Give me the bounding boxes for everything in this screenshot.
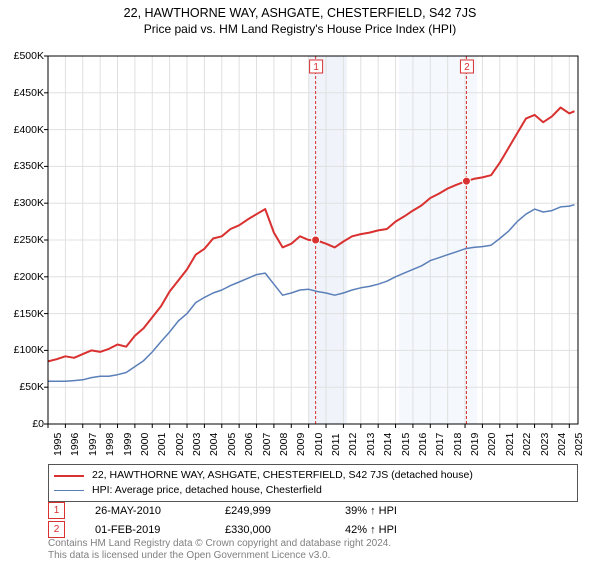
xtick-label: 2004 — [208, 433, 220, 456]
xtick-label: 1996 — [69, 433, 81, 456]
ytick-label: £200K — [0, 271, 44, 283]
xtick-label: 2024 — [556, 433, 568, 456]
xtick-label: 2010 — [313, 433, 325, 456]
ytick-label: £450K — [0, 87, 44, 99]
sale-number: 2 — [54, 524, 60, 535]
xtick-label: 2003 — [191, 433, 203, 456]
legend-item-property: 22, HAWTHORNE WAY, ASHGATE, CHESTERFIELD… — [54, 468, 572, 483]
xtick-label: 2023 — [539, 433, 551, 456]
legend-label: HPI: Average price, detached house, Ches… — [92, 483, 322, 498]
sale-badge: 2 — [48, 521, 65, 538]
xtick-label: 2005 — [226, 433, 238, 456]
xtick-label: 2002 — [174, 433, 186, 456]
xtick-label: 2008 — [278, 433, 290, 456]
xtick-label: 2017 — [434, 433, 446, 456]
xtick-label: 2006 — [243, 433, 255, 456]
xtick-label: 2007 — [261, 433, 273, 456]
footer: Contains HM Land Registry data © Crown c… — [48, 538, 391, 562]
xtick-label: 1995 — [52, 433, 64, 456]
xtick-label: 1998 — [104, 433, 116, 456]
ytick-label: £500K — [0, 50, 44, 62]
sale-row-1: 1 26-MAY-2010 £249,999 39% ↑ HPI — [48, 502, 578, 519]
xtick-label: 1997 — [87, 433, 99, 456]
sale-price: £330,000 — [225, 524, 345, 536]
svg-text:1: 1 — [313, 62, 319, 73]
xtick-label: 2009 — [295, 433, 307, 456]
svg-text:2: 2 — [464, 62, 470, 73]
xtick-label: 2018 — [452, 433, 464, 456]
ytick-label: £400K — [0, 124, 44, 136]
sale-row-2: 2 01-FEB-2019 £330,000 42% ↑ HPI — [48, 521, 578, 538]
legend-swatch — [54, 490, 84, 491]
xtick-label: 2013 — [365, 433, 377, 456]
sale-hpi: 39% ↑ HPI — [345, 505, 578, 517]
xtick-label: 2012 — [347, 433, 359, 456]
xtick-label: 2011 — [330, 433, 342, 456]
legend-label: 22, HAWTHORNE WAY, ASHGATE, CHESTERFIELD… — [92, 468, 473, 483]
sale-badge: 1 — [48, 502, 65, 519]
sale-number: 1 — [54, 505, 60, 516]
chart-container: 22, HAWTHORNE WAY, ASHGATE, CHESTERFIELD… — [0, 6, 600, 566]
sale-date: 26-MAY-2010 — [95, 505, 225, 517]
footer-line: This data is licensed under the Open Gov… — [48, 550, 391, 562]
footer-line: Contains HM Land Registry data © Crown c… — [48, 538, 391, 550]
xtick-label: 1999 — [122, 433, 134, 456]
sale-price: £249,999 — [225, 505, 345, 517]
line-chart: 12 — [0, 6, 600, 436]
ytick-label: £250K — [0, 234, 44, 246]
ytick-label: £300K — [0, 197, 44, 209]
ytick-label: £350K — [0, 160, 44, 172]
xtick-label: 2020 — [486, 433, 498, 456]
legend: 22, HAWTHORNE WAY, ASHGATE, CHESTERFIELD… — [48, 464, 578, 502]
sale-hpi: 42% ↑ HPI — [345, 524, 578, 536]
xtick-label: 2000 — [139, 433, 151, 456]
legend-swatch — [54, 475, 84, 477]
xtick-label: 2019 — [469, 433, 481, 456]
xtick-label: 2025 — [573, 433, 585, 456]
ytick-label: £150K — [0, 308, 44, 320]
xtick-label: 2014 — [382, 433, 394, 456]
ytick-label: £100K — [0, 344, 44, 356]
xtick-label: 2001 — [156, 433, 168, 456]
legend-item-hpi: HPI: Average price, detached house, Ches… — [54, 483, 572, 498]
sale-date: 01-FEB-2019 — [95, 524, 225, 536]
ytick-label: £0 — [0, 418, 44, 430]
xtick-label: 2021 — [504, 433, 516, 456]
ytick-label: £50K — [0, 381, 44, 393]
xtick-label: 2016 — [417, 433, 429, 456]
xtick-label: 2015 — [400, 433, 412, 456]
xtick-label: 2022 — [521, 433, 533, 456]
